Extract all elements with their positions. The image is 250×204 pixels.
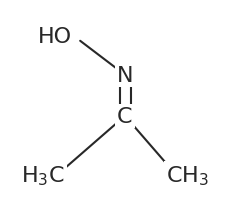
Text: $\mathsf{H_3C}$: $\mathsf{H_3C}$ (20, 164, 64, 187)
Text: HO: HO (38, 27, 72, 47)
Text: C: C (117, 106, 133, 126)
Text: N: N (117, 65, 133, 85)
Text: $\mathsf{CH_3}$: $\mathsf{CH_3}$ (166, 164, 209, 187)
